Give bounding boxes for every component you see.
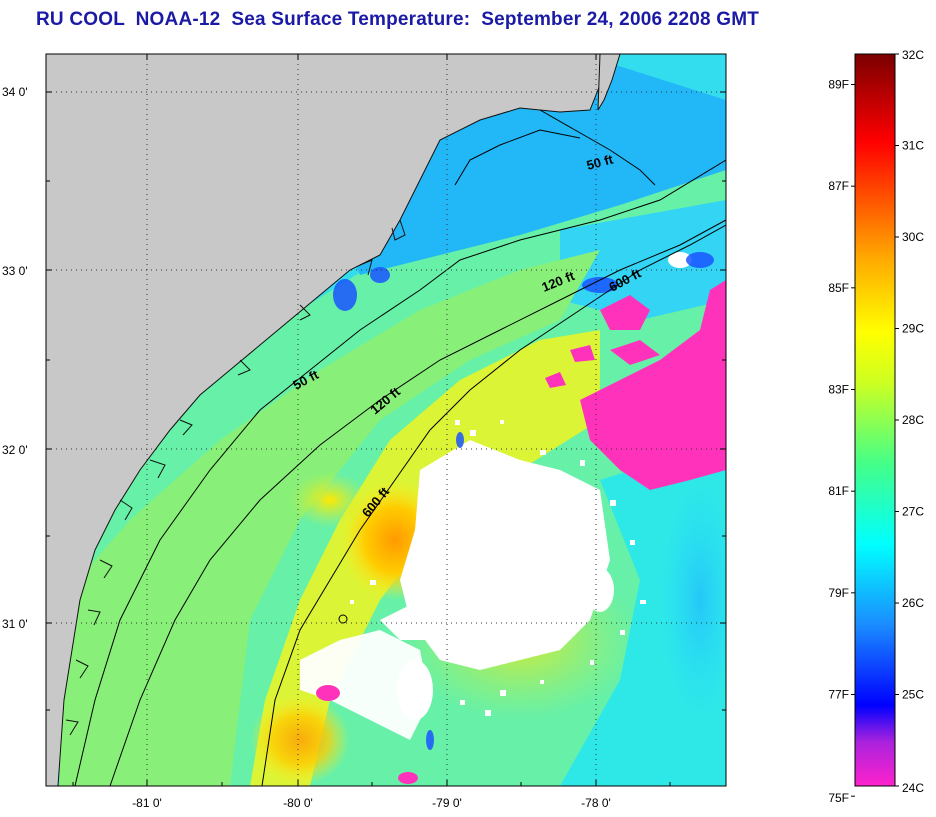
colorbar-celsius-label: 28C (902, 413, 924, 427)
colorbar-fahrenheit-label: 87F (828, 179, 849, 193)
lon-label-81: -81 0' (132, 796, 162, 810)
warm-patch (290, 472, 370, 528)
colorbar-fahrenheit-label: 83F (828, 383, 849, 397)
lat-label-31: 31 0' (2, 617, 28, 631)
longitude-labels: -81 0' -80 0' -79 0' -78 0' (132, 796, 611, 810)
colorbar-celsius-label: 24C (902, 781, 924, 795)
colorbar-celsius-label: 31C (902, 139, 924, 153)
isobath-ring (338, 614, 348, 624)
cool-patch (660, 480, 726, 720)
colorbar-celsius-label: 26C (902, 596, 924, 610)
isobath-50ft (74, 159, 726, 786)
contour-label-50ft-north: 50 ft (585, 151, 615, 173)
map-grid (46, 54, 726, 786)
warm-patch-south (250, 695, 350, 785)
isobath-lines (74, 109, 726, 786)
isobath-120ft (109, 219, 726, 786)
land-mass (46, 54, 606, 786)
colorbar-fahrenheit-label: 77F (828, 688, 849, 702)
magenta-cloud-edge (276, 202, 726, 784)
map-title: RU COOL NOAA-12 Sea Surface Temperature:… (36, 9, 760, 30)
colorbar-fahrenheit-label: 85F (828, 281, 849, 295)
isobath-50ft-inner (454, 129, 581, 186)
isobath-50ft-north (539, 109, 656, 186)
colorbar-gradient (854, 53, 896, 787)
lon-label-79: -79 0' (432, 796, 462, 810)
colorbar: 32C 31C 30C 29C 28C 27C 26C 25C 24C 89F 87F 85F 83F… (828, 48, 924, 805)
colorbar-celsius-label: 29C (902, 322, 924, 336)
colorbar-celsius-labels: 32C 31C 30C 29C 28C 27C 26C 25C 24C (895, 48, 924, 795)
colorbar-fahrenheit-labels: 89F 87F 85F 83F 81F 79F 77F 75F (828, 78, 855, 805)
colorbar-celsius-label: 27C (902, 505, 924, 519)
colorbar-fahrenheit-label: 89F (828, 78, 849, 92)
lon-label-78: -78 0' (581, 796, 611, 810)
coastline-detail (65, 219, 406, 736)
colorbar-fahrenheit-label: 81F (828, 484, 849, 498)
lat-label-32: 32 0' (2, 443, 28, 457)
colorbar-celsius-label: 32C (902, 48, 924, 62)
mid-shelf-water (60, 250, 600, 786)
colorbar-fahrenheit-label: 75F (828, 791, 849, 805)
map-frame (45, 53, 727, 787)
lat-label-33: 33 0' (2, 264, 28, 278)
barrier-island (597, 54, 621, 111)
colorbar-fahrenheit-label: 79F (828, 586, 849, 600)
latitude-labels: 34 0' 33 0' 32 0' 31 0' (2, 85, 28, 631)
map-plot-area: 50 ft 50 ft 120 ft 120 ft 600 ft 600 ft (46, 54, 726, 786)
lat-label-34: 34 0' (2, 85, 28, 99)
lon-label-80: -80 0' (283, 796, 313, 810)
cloud-speckles (350, 420, 646, 716)
isobath-600ft (261, 224, 726, 786)
colorbar-celsius-label: 30C (902, 230, 924, 244)
colorbar-celsius-label: 25C (902, 688, 924, 702)
cloud-cover (300, 252, 692, 740)
map-ticks (46, 54, 726, 786)
cold-spots (333, 252, 714, 750)
